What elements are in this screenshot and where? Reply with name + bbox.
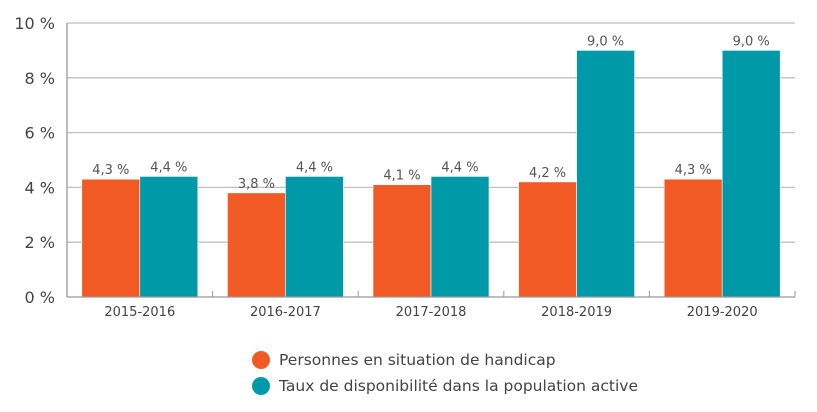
data-label: 4,4 %	[441, 160, 478, 175]
data-label: 4,3 %	[675, 163, 712, 178]
bar-handicap	[227, 192, 286, 298]
data-label: 9,0 %	[587, 34, 624, 49]
bar-disponibilite	[285, 176, 344, 298]
bar-disponibilite	[576, 50, 635, 298]
bar-handicap	[518, 181, 577, 298]
x-tick-label: 2019-2020	[687, 305, 758, 320]
x-tick-label: 2017-2018	[396, 305, 467, 320]
bar-handicap	[663, 178, 723, 298]
y-axis-ticks: 0 % 2 % 4 % 6 % 8 % 10 %	[14, 14, 55, 307]
legend-label: Personnes en situation de handicap	[279, 351, 556, 369]
legend-swatch-icon	[252, 351, 270, 369]
bar-disponibilite	[139, 176, 199, 298]
data-label: 3,8 %	[238, 177, 275, 192]
legend: Personnes en situation de handicap Taux …	[252, 347, 638, 399]
legend-item-series-0: Personnes en situation de handicap	[252, 347, 638, 373]
y-tick-label: 6 %	[25, 124, 55, 143]
data-label: 4,3 %	[92, 163, 129, 178]
y-tick-label: 8 %	[25, 69, 55, 88]
x-axis: 2015-2016 2016-2017 2017-2018 2018-2019 2019…	[66, 291, 796, 320]
y-tick-label: 4 %	[25, 178, 55, 197]
legend-label: Taux de disponibilité dans la population…	[279, 377, 639, 395]
bar-disponibilite	[721, 50, 781, 298]
x-tick-label: 2015-2016	[104, 305, 175, 320]
x-tick-label: 2018-2019	[541, 305, 612, 320]
data-labels: 4,3 % 4,4 % 3,8 % 4,4 % 4,1 % 4,4 % 4,2 % 9,0 %…	[92, 34, 770, 191]
legend-item-series-1: Taux de disponibilité dans la population…	[252, 373, 638, 399]
bar-disponibilite	[430, 176, 490, 298]
y-tick-label: 2 %	[25, 233, 55, 252]
x-tick-label: 2016-2017	[250, 305, 321, 320]
data-label: 4,2 %	[529, 166, 566, 181]
legend-swatch-icon	[252, 377, 270, 395]
y-tick-label: 0 %	[25, 288, 55, 307]
data-label: 4,4 %	[296, 160, 333, 175]
bar-chart: 0 % 2 % 4 % 6 % 8 % 10 % 4,3 % 4,4 % 3,8 % 4,4 %…	[14, 14, 796, 320]
bar-handicap	[81, 178, 141, 298]
data-label: 4,1 %	[383, 169, 420, 184]
data-label: 4,4 %	[150, 160, 187, 175]
data-label: 9,0 %	[733, 34, 770, 49]
bar-handicap	[372, 184, 432, 298]
bars	[81, 50, 781, 298]
y-tick-label: 10 %	[14, 14, 55, 33]
